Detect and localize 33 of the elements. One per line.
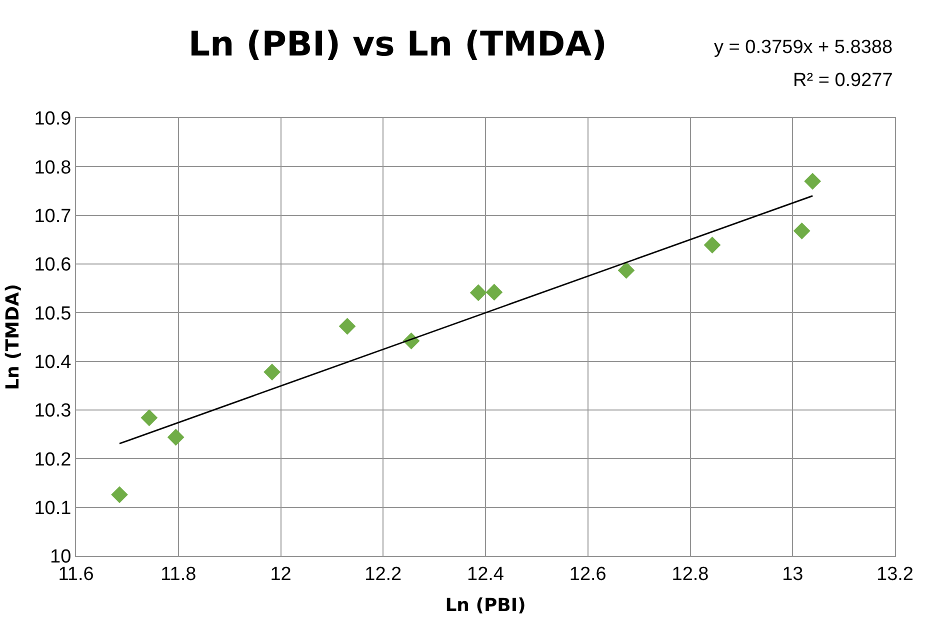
text: y = 0.3759x + 5.8388	[714, 37, 893, 58]
chart-title: Ln (PBI) vs Ln (TMDA)	[188, 24, 608, 65]
point	[470, 284, 487, 302]
x-tick-label: 12.4	[467, 564, 504, 585]
x-tick-label: 12.6	[569, 564, 606, 585]
x-tick-label: 12.8	[672, 564, 709, 585]
y-tick-label: 10.1	[34, 498, 72, 519]
y-tick-label: 10.3	[34, 400, 72, 422]
point	[111, 486, 128, 504]
point	[793, 222, 810, 240]
point	[618, 262, 635, 279]
x-tick-label: 12.2	[364, 564, 402, 585]
point	[804, 172, 822, 190]
point	[140, 409, 158, 426]
x-tick-label: 11.8	[160, 564, 196, 585]
y-axis-title: Ln (TMDA)	[2, 284, 24, 390]
x-tick-label: 13.2	[876, 564, 914, 585]
point	[486, 284, 503, 301]
x-axis-title: Ln (PBI)	[445, 594, 526, 616]
y-tick-label: 10.6	[34, 254, 72, 276]
x-tick-label: 12	[270, 564, 292, 585]
y-tick-label: 10.4	[34, 352, 72, 373]
point	[264, 364, 280, 380]
point	[167, 428, 184, 446]
y-tick-label: 10.9	[34, 108, 72, 130]
text: R² = 0.9277	[793, 70, 893, 91]
y-tick-label: 10.5	[34, 303, 72, 324]
point	[704, 236, 721, 254]
x-tick-label: 13	[782, 564, 804, 585]
point	[338, 318, 356, 335]
y-tick-label: 10.2	[34, 449, 72, 470]
y-tick-label: 10.7	[34, 206, 72, 227]
y-tick-label: 10.8	[34, 157, 72, 178]
